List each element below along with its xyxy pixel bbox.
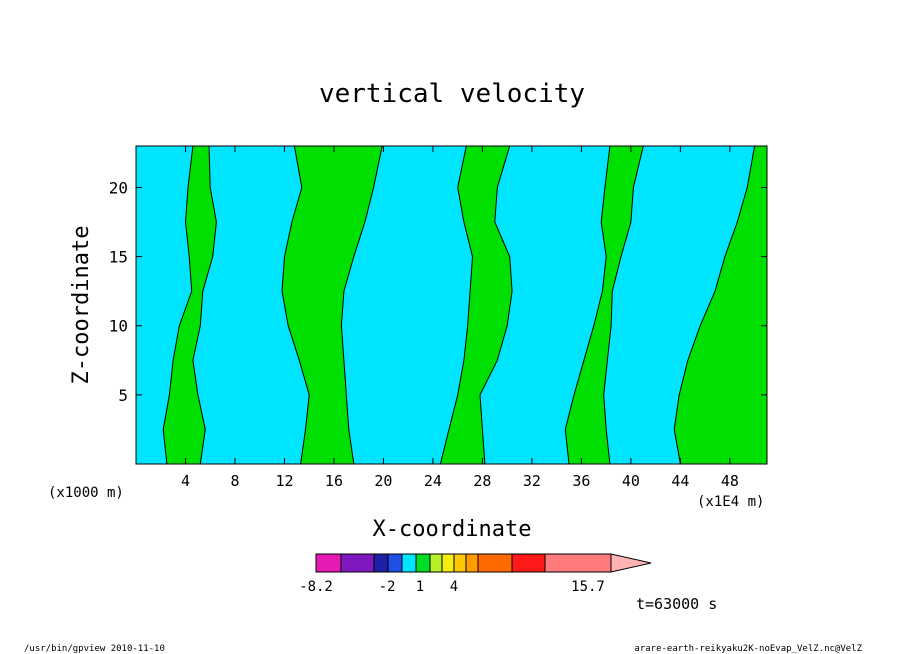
colorbar-label-min: -8.2 (299, 579, 333, 595)
colorbar-segment (430, 554, 442, 572)
colorbar-label: 1 (416, 579, 424, 595)
y-tick-label: 20 (109, 178, 128, 197)
colorbar-label: -2 (379, 579, 396, 595)
x-tick-label: 40 (622, 472, 640, 490)
colorbar-segment (316, 554, 341, 572)
x-tick-label: 32 (523, 472, 541, 490)
x-tick-label: 8 (230, 472, 239, 490)
x-tick-label: 48 (721, 472, 739, 490)
y-axis-label: Z-coordinate (69, 226, 94, 385)
x-tick-label: 16 (325, 472, 343, 490)
colorbar-segment (388, 554, 402, 572)
colorbar-segment (442, 554, 454, 572)
colorbar-label: 4 (450, 579, 458, 595)
colorbar-segment (341, 554, 374, 572)
chart-title: vertical velocity (319, 79, 585, 109)
footer-left: /usr/bin/gpview 2010-11-10 (24, 644, 165, 654)
colorbar-segment (478, 554, 512, 572)
time-label: t=63000 s (636, 595, 717, 613)
colorbar-segment (545, 554, 611, 572)
colorbar-labels: -8.2 -2 1 4 15.7 (299, 579, 605, 595)
footer-right: arare-earth-reikyaku2K-noEvap_VelZ.nc@Ve… (634, 644, 862, 654)
colorbar (316, 554, 651, 572)
y-tick-label: 15 (109, 248, 128, 267)
colorbar-segment (402, 554, 416, 572)
x-axis-label: X-coordinate (373, 517, 532, 542)
y-tick-label: 10 (109, 317, 128, 336)
colorbar-arrow (611, 554, 651, 572)
x-tick-label: 4 (181, 472, 190, 490)
x-tick-label: 36 (572, 472, 590, 490)
y-tick-label: 5 (118, 386, 128, 405)
x-unit-note: (x1E4 m) (697, 494, 764, 510)
x-tick-label: 20 (374, 472, 392, 490)
x-tick-label: 12 (275, 472, 293, 490)
colorbar-segment (416, 554, 430, 572)
colorbar-segment (454, 554, 466, 572)
x-tick-label: 24 (424, 472, 442, 490)
x-tick-label: 44 (671, 472, 689, 490)
plot-background (136, 146, 767, 464)
x-tick-label: 28 (473, 472, 491, 490)
colorbar-segment (374, 554, 388, 572)
colorbar-label-max: 15.7 (571, 579, 605, 595)
colorbar-segment (512, 554, 545, 572)
colorbar-segment (466, 554, 478, 572)
x-scale-note: (x1000 m) (48, 485, 124, 501)
